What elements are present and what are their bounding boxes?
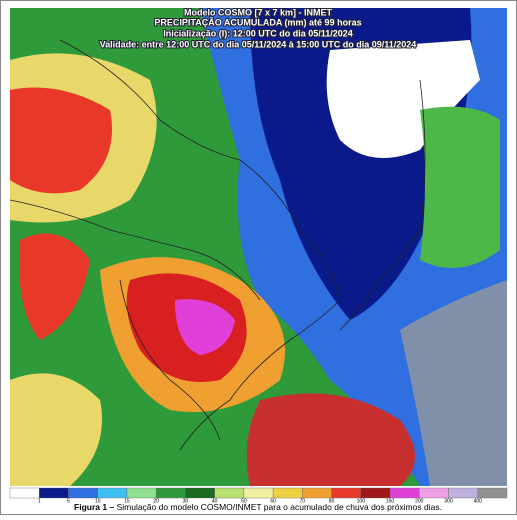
colorbar-swatch	[97, 487, 128, 499]
colorbar-label: 150	[386, 498, 395, 504]
colorbar-swatch	[68, 487, 98, 499]
caption: Figura 1 – Simulação do modelo COSMO/INM…	[74, 502, 442, 512]
colorbar-swatch	[39, 487, 69, 499]
colorbar-label: 1	[38, 498, 41, 504]
colorbar-swatch	[477, 487, 508, 499]
validity: Validade: entre 12:00 UTC do dia 05/11/2…	[100, 39, 417, 49]
colorbar: 1 5 10 15 20 30 40 50 60 70 80 100 150 200 300 400	[9, 487, 508, 504]
colorbar-swatch	[185, 487, 215, 499]
colorbar-swatch	[360, 487, 391, 499]
colorbar-label: 200	[415, 498, 424, 504]
init-time: Inicialização (I): 12:00 UTC do dia 05/1…	[163, 28, 353, 38]
colorbar-swatch	[243, 487, 274, 499]
colorbar-swatch	[302, 487, 332, 499]
precipitation-map	[10, 8, 507, 486]
colorbar-swatch	[419, 487, 449, 499]
colorbar-label: 60	[270, 498, 276, 504]
colorbar-label: 300	[444, 498, 453, 504]
colorbar-label: 100	[357, 498, 366, 504]
colorbar-swatch	[389, 487, 420, 499]
colorbar-label: 5	[67, 498, 70, 504]
colorbar-swatch	[272, 487, 303, 499]
product-title: PRECIPITAÇÃO ACUMULADA (mm) até 99 horas	[154, 17, 361, 27]
colorbar-label: 15	[124, 498, 130, 504]
colorbar-swatch	[331, 487, 362, 499]
colorbar-label: 400	[474, 498, 483, 504]
colorbar-label: 20	[153, 498, 159, 504]
colorbar-label: 10	[95, 498, 101, 504]
colorbar-swatch	[126, 487, 157, 499]
colorbar-label: 40	[212, 498, 218, 504]
colorbar-label: 30	[183, 498, 189, 504]
model-title: Modelo COSMO [7 x 7 km] - INMET	[184, 7, 333, 17]
colorbar-label: 80	[329, 498, 335, 504]
caption-text: Simulação do modelo COSMO/INMET para o a…	[117, 502, 442, 512]
colorbar-swatch	[9, 487, 40, 499]
colorbar-label: 50	[241, 498, 247, 504]
caption-label: Figura 1 –	[74, 502, 114, 512]
colorbar-swatch	[155, 487, 186, 499]
colorbar-swatch	[448, 487, 478, 499]
colorbar-label: 70	[300, 498, 306, 504]
colorbar-swatch	[214, 487, 245, 499]
